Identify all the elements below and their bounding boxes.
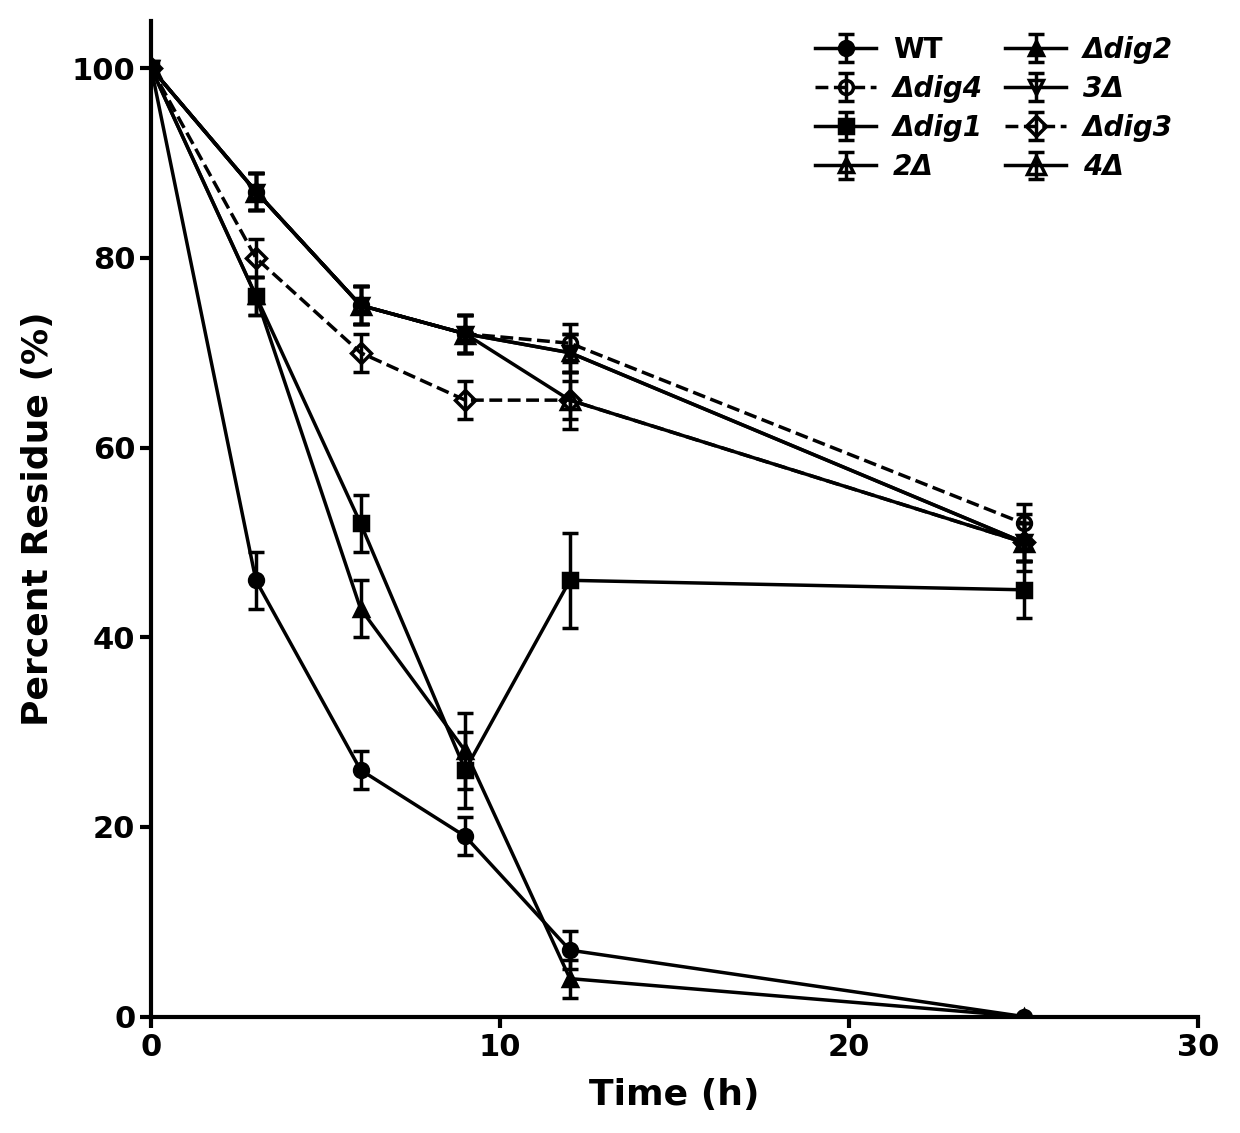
Y-axis label: Percent Residue (%): Percent Residue (%) (21, 312, 55, 726)
Legend: WT, Δdig4, Δdig1, 2Δ, Δdig2, 3Δ, Δdig3, 4Δ: WT, Δdig4, Δdig1, 2Δ, Δdig2, 3Δ, Δdig3, … (804, 25, 1184, 193)
X-axis label: Time (h): Time (h) (589, 1079, 760, 1113)
